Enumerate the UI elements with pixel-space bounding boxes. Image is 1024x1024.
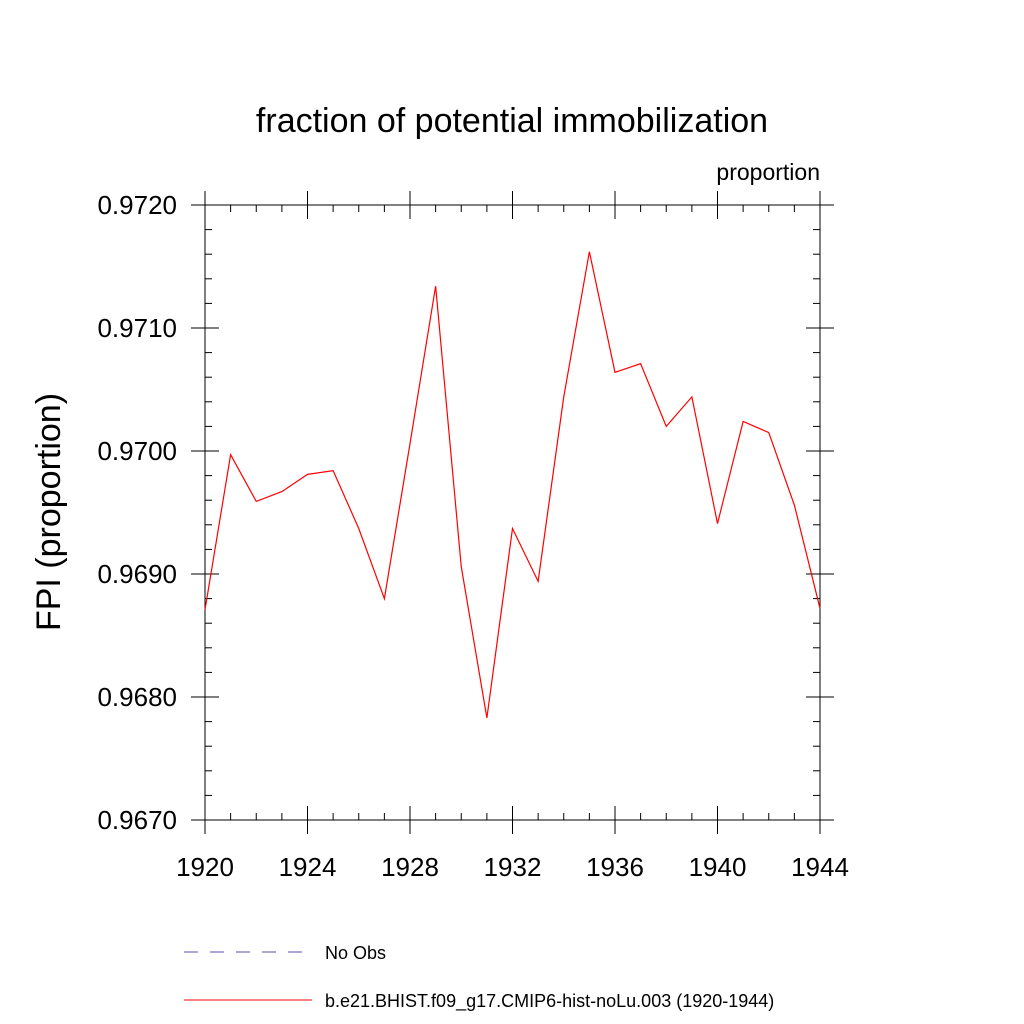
y-tick-label: 0.9690 [97,559,177,589]
y-tick-label: 0.9700 [97,436,177,466]
units-label: proportion [716,159,820,185]
x-tick-labels: 1920 1924 1928 1932 1936 1940 1944 [176,852,849,882]
plot-border [204,204,821,821]
legend-label: No Obs [325,943,386,963]
x-tick-label: 1932 [484,852,542,882]
series-lines [204,251,821,719]
x-tick-label: 1920 [176,852,234,882]
y-tick-labels: 0.9670 0.9680 0.9690 0.9700 0.9710 0.9720 [97,190,177,835]
y-tick-label: 0.9710 [97,313,177,343]
y-tick-label: 0.9670 [97,805,177,835]
plot-frame [204,204,821,821]
legend-label: b.e21.BHIST.f09_g17.CMIP6-hist-noLu.003 … [325,991,774,1012]
x-tick-label: 1944 [791,852,849,882]
x-tick-label: 1936 [586,852,644,882]
y-tick-label: 0.9720 [97,190,177,220]
y-tick-label: 0.9680 [97,682,177,712]
chart-title: fraction of potential immobilization [256,102,768,140]
x-tick-label: 1924 [279,852,337,882]
y-axis-label: FPI (proportion) [30,393,68,631]
x-tick-label: 1928 [381,852,439,882]
legend: No Obs b.e21.BHIST.f09_g17.CMIP6-hist-noL… [184,943,774,1012]
x-tick-label: 1940 [689,852,747,882]
axis-ticks [191,191,834,834]
series-line [204,251,821,719]
